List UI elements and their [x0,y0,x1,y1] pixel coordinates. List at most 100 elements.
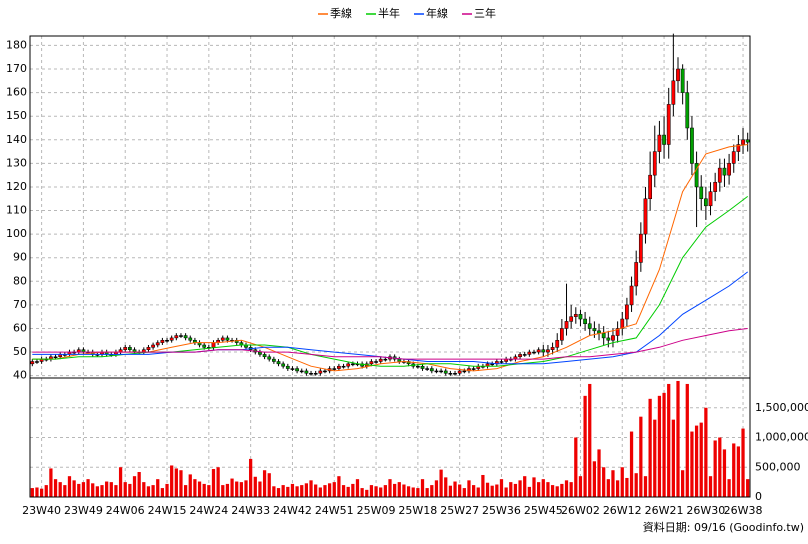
candle-body [536,349,541,353]
volume-bar [249,458,253,497]
candle-body [722,167,727,176]
candle-body [541,349,546,353]
candle-body [276,361,281,365]
volume-bar [81,482,86,497]
volume-bar [314,484,318,497]
x-tick-label: 25W09 [357,504,396,517]
volume-bar [416,488,420,497]
candle-body [374,361,378,363]
volume-bar [420,479,425,497]
volume-bar [72,480,76,497]
candle-body [262,354,267,358]
candle-body [332,368,337,370]
volume-bar [193,479,197,497]
volume-bar [448,485,453,497]
volume-bar [625,477,629,497]
volume-bar [718,437,722,497]
candle-body [559,328,564,341]
y2-tick-label: 1,000,000 [755,431,808,444]
volume-bar [183,485,188,497]
volume-bar [430,485,434,497]
y-tick-label: 70 [13,298,27,311]
volume-bar [532,477,536,497]
x-tick-label: 25W18 [398,504,437,517]
candle-body [676,68,680,82]
volume-bar [564,480,569,497]
volume-bar [434,480,439,497]
volume-bar [146,486,151,497]
candle-body [699,186,704,199]
candle-body [555,340,560,348]
volume-bar [258,481,262,497]
candle-body [299,370,304,373]
volume-bar [105,481,109,497]
y-tick-label: 170 [6,62,27,75]
candle-body [708,191,713,207]
volume-bar [425,488,429,497]
x-tick-label: 26W21 [645,504,684,517]
x-tick-label: 26W12 [603,504,642,517]
candle-body [397,358,402,362]
volume-bar [657,395,662,497]
volume-bar [267,473,271,497]
volume-bar [527,486,531,497]
volume-bar [337,476,341,497]
volume-bar [509,482,513,497]
volume-bar [467,480,471,497]
candle-body [425,368,430,370]
candle-body [304,370,309,374]
volume-bar [388,479,392,497]
volume-bar [165,483,169,497]
candle-body [611,335,615,341]
candle-body [313,373,318,375]
volume-bar [485,482,490,497]
candle-body [690,127,694,164]
volume-bar [639,416,643,497]
volume-bar [230,478,234,497]
volume-bar [629,431,634,497]
candle-body [267,356,272,360]
legend-label: 半年 [378,6,400,20]
candle-body [123,347,128,350]
volume-bar [95,486,99,497]
y-tick-label: 80 [13,274,27,287]
volume-bar [504,487,508,497]
candle-body [160,340,165,343]
volume-bar [77,483,81,497]
volume-bar [53,479,58,497]
candle-body [713,181,718,192]
candle-body [258,351,262,355]
plot-area [30,36,750,497]
candle-body [685,92,690,129]
candle-body [620,318,625,329]
volume-bar [239,482,243,497]
volume-bar [207,485,211,497]
x-tick-label: 24W15 [148,504,187,517]
legend-label: 季線 [330,6,352,20]
candle-body [183,335,188,339]
y-tick-label: 60 [13,321,27,334]
x-tick-label: 25W27 [440,504,479,517]
volume-bar [471,485,476,497]
volume-bar [160,488,165,497]
candle-body [680,68,685,93]
y-tick-label: 110 [6,204,27,217]
candle-body [703,198,708,207]
legend-label: 年線 [426,6,448,20]
volume-bar [643,476,648,497]
volume-bar [365,489,369,497]
volume-bar [476,487,480,497]
candle-body [564,321,569,329]
candle-body [285,365,290,369]
volume-bar [132,476,137,497]
candle-body [615,328,620,336]
candle-body [745,139,750,143]
volume-bar [411,487,415,497]
volume-bar [286,486,290,497]
volume-bar [555,486,559,497]
candle-body [736,144,741,152]
volume-bar [179,470,183,497]
candle-body [443,370,448,374]
volume-bar [225,483,230,497]
